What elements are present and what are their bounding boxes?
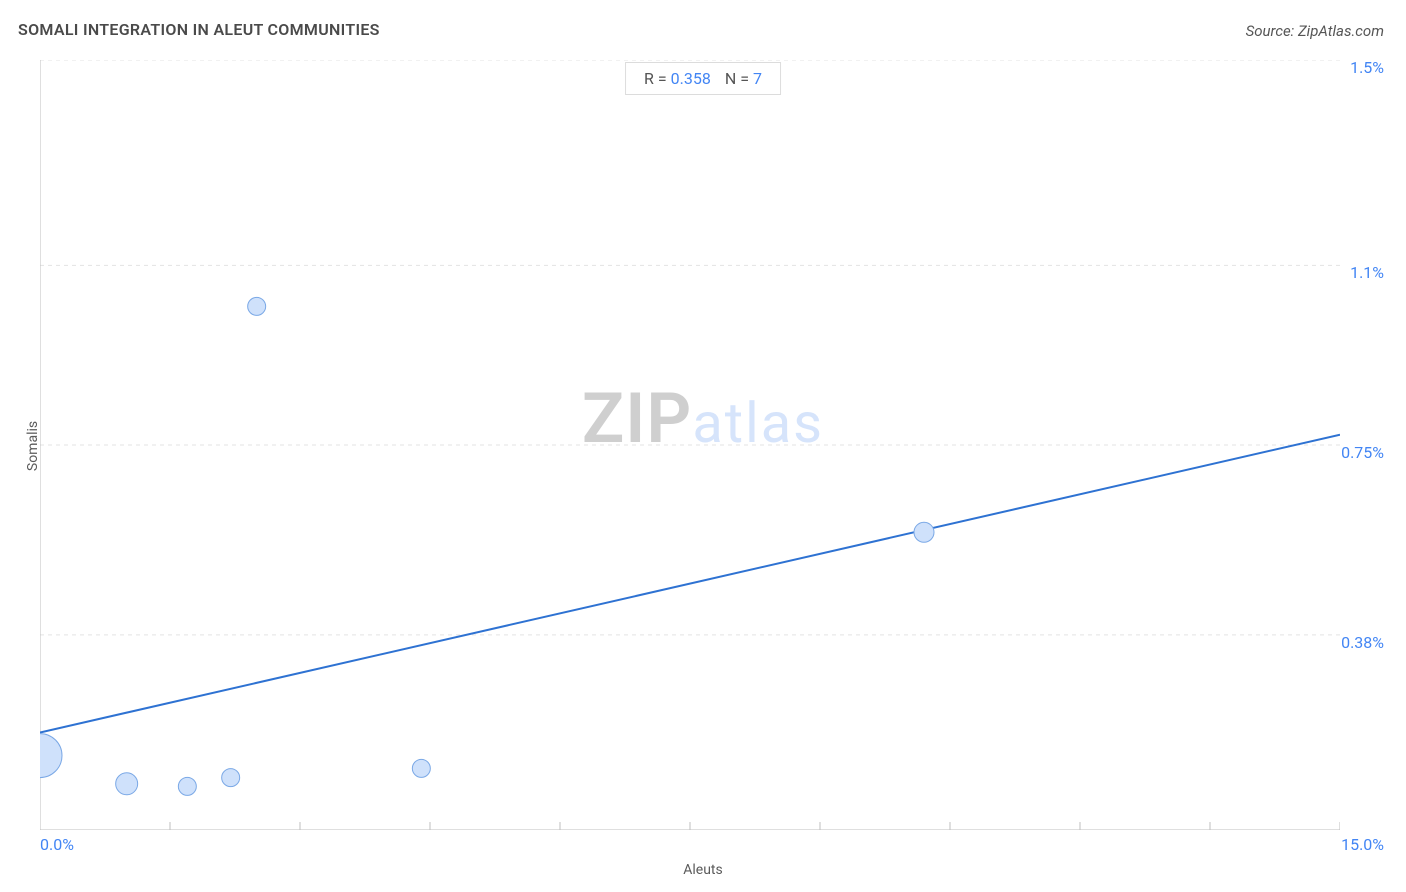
- x-axis-min-label: 0.0%: [40, 835, 74, 854]
- data-point: [248, 297, 266, 315]
- scatter-plot: [40, 60, 1340, 830]
- regression-line: [40, 435, 1340, 733]
- data-point: [914, 522, 934, 542]
- x-axis-label: Aleuts: [0, 862, 1406, 878]
- r-value: 0.358: [671, 69, 711, 88]
- chart-container: SOMALI INTEGRATION IN ALEUT COMMUNITIES …: [0, 0, 1406, 892]
- y-axis-label: Somalis: [25, 421, 41, 471]
- n-label: N =: [725, 69, 753, 88]
- chart-title: SOMALI INTEGRATION IN ALEUT COMMUNITIES: [18, 20, 380, 39]
- y-tick-label: 0.75%: [1341, 443, 1384, 462]
- y-tick-label: 1.1%: [1350, 263, 1384, 282]
- r-label: R =: [644, 69, 671, 88]
- y-tick-label: 1.5%: [1350, 58, 1384, 77]
- stats-box: R = 0.358 N = 7: [625, 62, 781, 95]
- data-point: [178, 777, 196, 795]
- data-point: [412, 759, 430, 777]
- source-attribution: Source: ZipAtlas.com: [1246, 22, 1384, 40]
- x-axis-max-label: 15.0%: [1341, 835, 1384, 854]
- data-point: [116, 773, 138, 795]
- y-tick-label: 0.38%: [1341, 633, 1384, 652]
- n-value: 7: [753, 69, 762, 88]
- data-point: [222, 769, 240, 787]
- data-point: [40, 734, 62, 778]
